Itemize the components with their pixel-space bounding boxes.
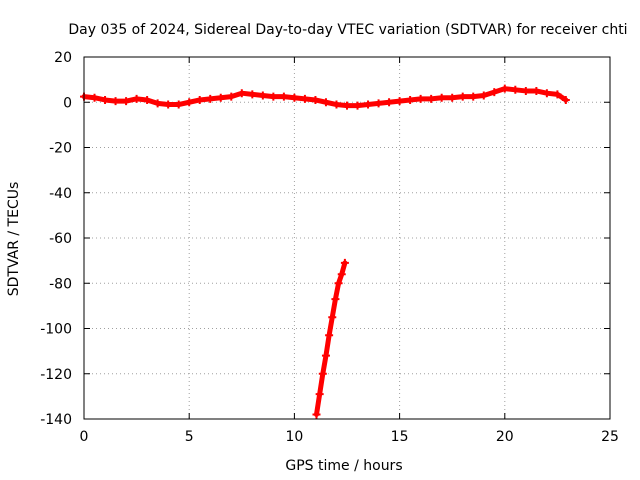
data-point (174, 100, 183, 109)
data-point (143, 95, 152, 104)
series-group (80, 84, 570, 419)
data-point (300, 94, 309, 103)
series-2 (312, 258, 349, 419)
x-tick-label: 20 (496, 429, 514, 445)
data-point (321, 98, 330, 107)
axis-ticks: 0 5 10 15 20 25 20 0 -20 -40 -60 -80 -100 -120 -140 (40, 50, 619, 445)
data-point (312, 410, 321, 419)
data-point (332, 100, 341, 109)
data-point (318, 369, 327, 378)
data-point (561, 95, 570, 104)
data-point (458, 92, 467, 101)
data-point (490, 88, 499, 97)
data-point (328, 313, 337, 322)
data-point (500, 84, 509, 93)
y-tick-label: -80 (49, 276, 72, 292)
y-tick-label: -140 (40, 412, 72, 428)
data-point (315, 390, 324, 399)
data-point (337, 270, 346, 279)
data-point (437, 93, 446, 102)
x-axis-label: GPS time / hours (285, 458, 402, 474)
data-point (553, 90, 562, 99)
y-tick-label: -120 (40, 367, 72, 383)
y-axis-label: SDTVAR / TECUs (6, 182, 22, 297)
data-point (248, 90, 257, 99)
data-point (416, 94, 425, 103)
y-tick-label: 20 (54, 50, 72, 66)
data-point (206, 94, 215, 103)
data-point (364, 100, 373, 109)
data-point (101, 95, 110, 104)
data-point (258, 91, 267, 100)
series-1 (80, 84, 570, 110)
data-point (542, 89, 551, 98)
data-point (448, 93, 457, 102)
data-point (340, 258, 349, 267)
data-point (290, 93, 299, 102)
data-point (185, 98, 194, 107)
data-point (532, 86, 541, 95)
data-point (321, 351, 330, 360)
x-tick-label: 10 (285, 429, 303, 445)
data-point (406, 95, 415, 104)
chart-title: Day 035 of 2024, Sidereal Day-to-day VTE… (68, 22, 627, 38)
x-tick-label: 25 (601, 429, 619, 445)
x-tick-label: 0 (80, 429, 89, 445)
data-point (395, 97, 404, 106)
data-point (385, 98, 394, 107)
data-point (353, 101, 362, 110)
y-tick-label: -20 (49, 141, 72, 157)
y-tick-label: -40 (49, 186, 72, 202)
series-trace (313, 260, 348, 417)
data-point (521, 86, 530, 95)
data-point (269, 92, 278, 101)
data-point (279, 92, 288, 101)
data-point (427, 94, 436, 103)
data-point (122, 97, 131, 106)
data-point (227, 92, 236, 101)
data-point (216, 93, 225, 102)
grid (84, 57, 610, 419)
data-point (164, 100, 173, 109)
data-point (479, 91, 488, 100)
data-point (331, 295, 340, 304)
data-point (511, 85, 520, 94)
y-tick-label: -100 (40, 322, 72, 338)
x-tick-label: 5 (185, 429, 194, 445)
y-tick-label: 0 (63, 95, 72, 111)
data-point (111, 97, 120, 106)
data-point (374, 99, 383, 108)
data-point (311, 95, 320, 104)
data-point (469, 92, 478, 101)
data-point (90, 93, 99, 102)
y-tick-label: -60 (49, 231, 72, 247)
data-point (132, 94, 141, 103)
x-tick-label: 15 (391, 429, 409, 445)
data-point (334, 279, 343, 288)
data-point (343, 101, 351, 110)
data-point (237, 89, 246, 98)
data-point (153, 99, 162, 108)
data-point (195, 95, 204, 104)
data-point (325, 331, 334, 340)
